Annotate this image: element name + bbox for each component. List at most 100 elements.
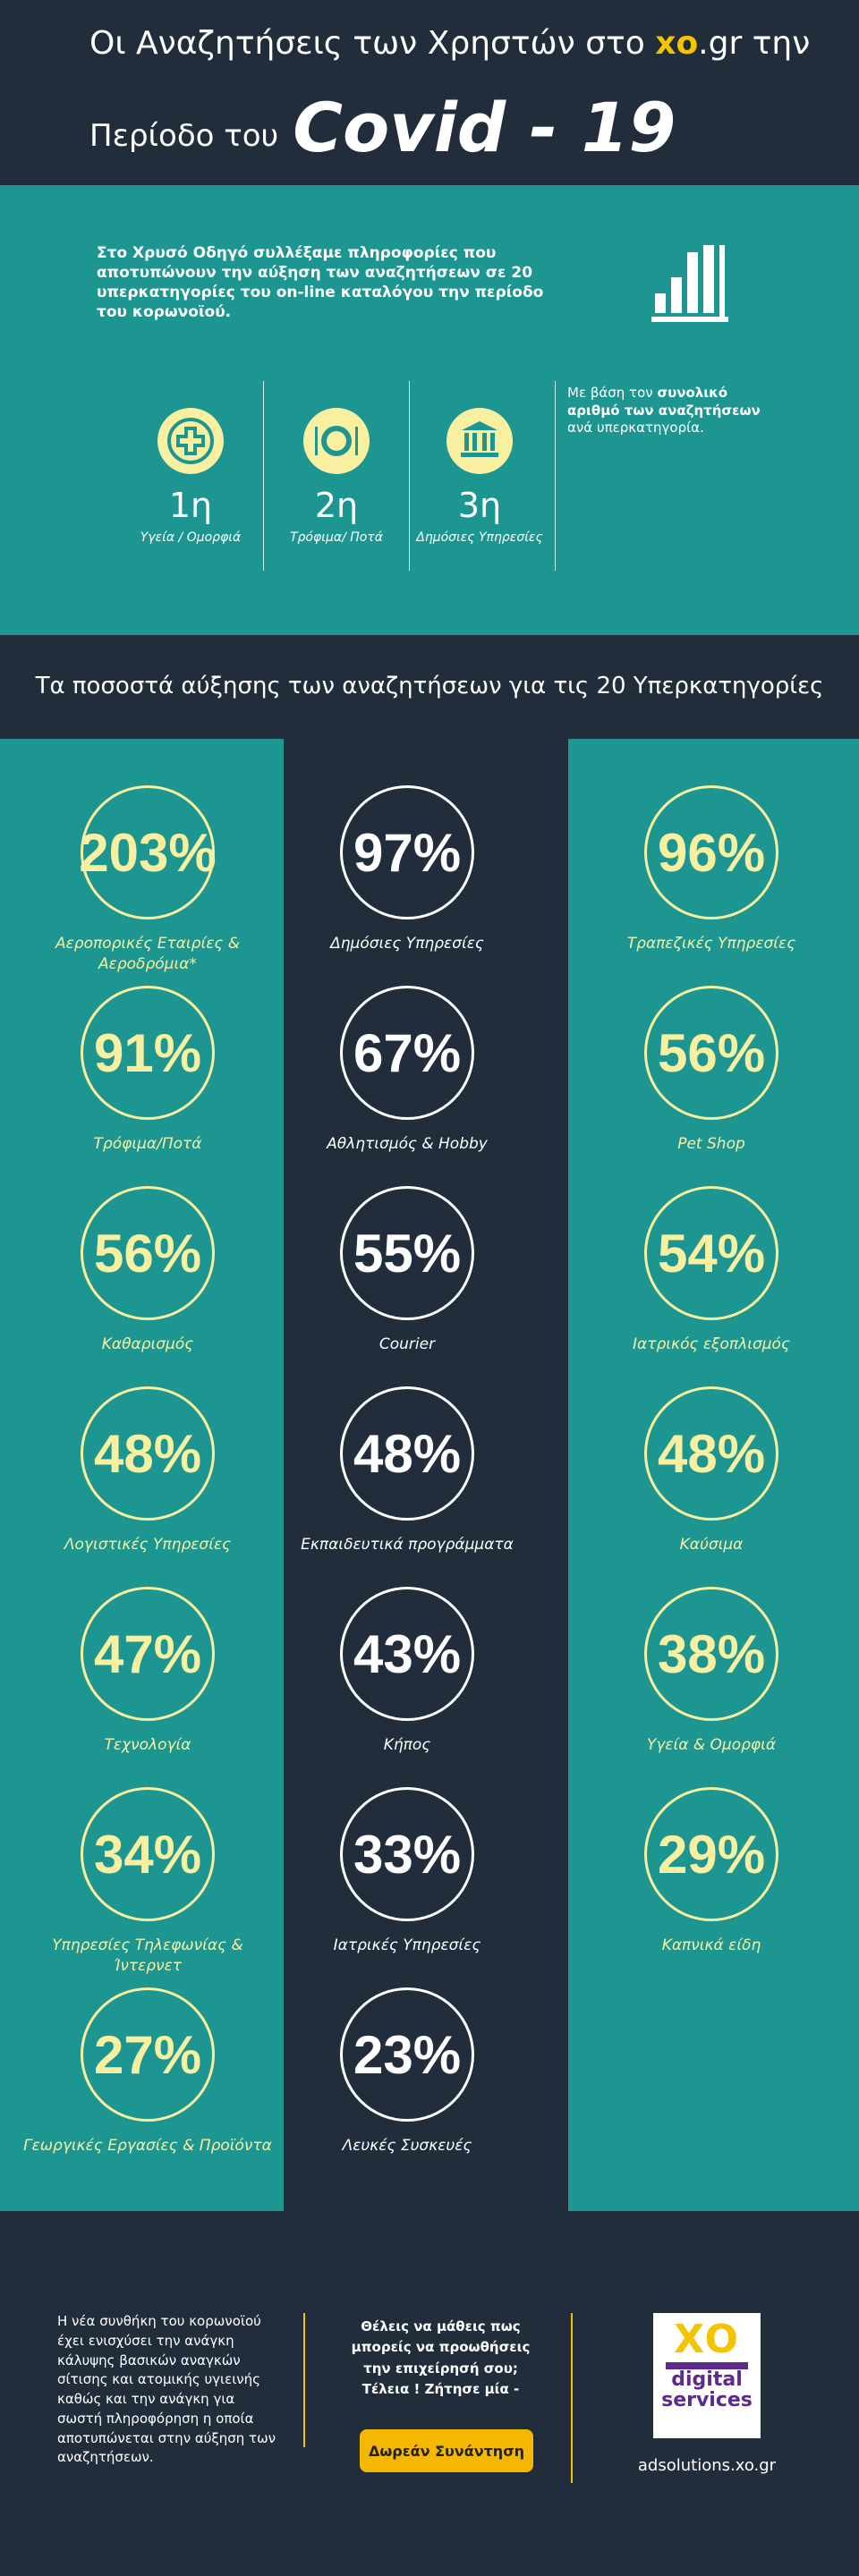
stat-label: Καπνικά είδη (661, 1936, 761, 1954)
intro-section (0, 185, 859, 635)
rank: 2η (314, 486, 359, 525)
stat-label: Καύσιμα (679, 1536, 744, 1554)
title-highlight: Covid - 19 (293, 88, 676, 167)
stat-item: 203% Αεροπορικές Εταιρίες & Αεροδρόμια* (22, 785, 273, 975)
stat-item: 48% Καύσιμα (586, 1386, 837, 1555)
stat-value: 29% (644, 1787, 778, 1921)
title-line-2: Περίοδο του Covid - 19 (89, 82, 676, 167)
stat-item: 97% Δημόσιες Υπηρεσίες (282, 785, 532, 954)
stat-value: 56% (81, 1186, 215, 1320)
stat-value: 56% (644, 986, 778, 1120)
title-line-1: Οι Αναζητήσεις των Χρηστών στο xo.gr την (89, 25, 810, 62)
note: Με βάση τον συνολικό αριθμό των αναζητήσ… (567, 385, 773, 437)
divider (555, 381, 556, 571)
meeting-button[interactable]: Δωρεάν Συνάντηση (360, 2429, 533, 2472)
stat-item: 54% Ιατρικός εξοπλισμός (586, 1186, 837, 1355)
logo-mark: XO (674, 2317, 740, 2362)
stat-item: 55% Courier (282, 1186, 532, 1355)
stat-label: Γεωργικές Εργασίες & Προϊόντα (23, 2137, 272, 2155)
stat-item: 48% Λογιστικές Υπηρεσίες (22, 1386, 273, 1555)
title-text: .gr την (698, 25, 811, 62)
rank: 3η (457, 486, 502, 525)
stat-value: 91% (81, 986, 215, 1120)
stat-label: Ιατρικές Υπηρεσίες (333, 1936, 481, 1954)
health-icon (157, 408, 224, 474)
stat-label: Λογιστικές Υπηρεσίες (64, 1536, 232, 1554)
divider (571, 2313, 573, 2483)
stat-value: 33% (340, 1787, 474, 1921)
food-icon (303, 408, 370, 474)
top-item: 1η Υγεία / Ομορφιά (119, 407, 262, 545)
stat-label: Αθλητισμός & Hobby (327, 1135, 488, 1153)
stat-label: Τραπεζικές Υπηρεσίες (626, 935, 796, 953)
stat-item: 56% Καθαρισμός (22, 1186, 273, 1355)
intro-text: Στο Χρυσό Οδηγό συλλέξαμε πληροφορίες πο… (97, 244, 544, 322)
stat-value: 27% (81, 1987, 215, 2122)
rank-label: Τρόφιμα/ Ποτά (289, 530, 384, 545)
stat-label: Αεροπορικές Εταιρίες & Αεροδρόμια* (55, 935, 241, 973)
stat-value: 47% (81, 1587, 215, 1721)
rank-label: Δημόσιες Υπηρεσίες (416, 530, 543, 545)
top-item: 2η Τρόφιμα/ Ποτά (265, 407, 408, 545)
brand: xo (655, 25, 699, 62)
stat-label: Courier (378, 1335, 436, 1353)
note-text: Με βάση τον (567, 385, 653, 401)
rank-label: Υγεία / Ομορφιά (140, 530, 242, 545)
stat-value: 96% (644, 785, 778, 919)
stat-item: 29% Καπνικά είδη (586, 1787, 837, 1956)
stat-value: 48% (340, 1386, 474, 1521)
stat-value: 48% (81, 1386, 215, 1521)
stat-value: 203% (79, 785, 217, 919)
cta-text: Θέλεις να μάθεις πως μπορείς να προωθήσε… (351, 2318, 531, 2397)
header (0, 0, 859, 185)
section-title: Τα ποσοστά αύξησης των αναζητήσεων για τ… (35, 673, 824, 699)
url[interactable]: adsolutions.xo.gr (637, 2456, 777, 2475)
divider (409, 381, 410, 571)
logo-bar (666, 2362, 748, 2369)
logo: XO digital services (653, 2313, 761, 2438)
stat-value: 97% (340, 785, 474, 919)
title-text: Οι Αναζητήσεις των Χρηστών στο (89, 25, 645, 62)
top-item: 3η Δημόσιες Υπηρεσίες (408, 407, 551, 545)
footer-text: Η νέα συνθήκη του κορωνοϊού έχει ενισχύσ… (57, 2313, 276, 2466)
stat-item: 34% Υπηρεσίες Τηλεφωνίας & Ίντερνετ (22, 1787, 273, 1977)
stat-item: 67% Αθλητισμός & Hobby (282, 986, 532, 1155)
stat-label: Δημόσιες Υπηρεσίες (330, 935, 484, 953)
logo-text: digital (671, 2368, 743, 2391)
stat-item: 96% Τραπεζικές Υπηρεσίες (586, 785, 837, 954)
divider (303, 2313, 305, 2447)
logo-text: services (661, 2389, 753, 2412)
stat-label: Λευκές Συσκευές (342, 2137, 472, 2155)
stat-label: Τεχνολογία (104, 1736, 191, 1754)
stat-label: Εκπαιδευτικά προγράμματα (301, 1536, 514, 1554)
divider (263, 381, 264, 571)
public-icon (447, 408, 513, 474)
stat-label: Κήπος (383, 1736, 431, 1754)
stat-value: 38% (644, 1587, 778, 1721)
stat-item: 43% Κήπος (282, 1587, 532, 1756)
stat-value: 67% (340, 986, 474, 1120)
stat-item: 56% Pet Shop (586, 986, 837, 1155)
stat-label: Καθαρισμός (101, 1335, 194, 1353)
stat-item: 33% Ιατρικές Υπηρεσίες (282, 1787, 532, 1956)
note-bold: συνολικό αριθμό των αναζητήσεων (567, 385, 761, 419)
stat-item: 47% Τεχνολογία (22, 1587, 273, 1756)
stat-item: 27% Γεωργικές Εργασίες & Προϊόντα (22, 1987, 273, 2157)
stat-item: 38% Υγεία & Ομορφιά (586, 1587, 837, 1756)
stat-value: 23% (340, 1987, 474, 2122)
stat-label: Τρόφιμα/Ποτά (93, 1135, 202, 1153)
stat-item: 91% Τρόφιμα/Ποτά (22, 986, 273, 1155)
stat-item: 48% Εκπαιδευτικά προγράμματα (282, 1386, 532, 1555)
note-text: ανά υπερκατηγορία. (567, 419, 704, 436)
title-text: Περίοδο του (89, 118, 279, 154)
stat-value: 55% (340, 1186, 474, 1320)
rank: 1η (168, 486, 213, 525)
stat-label: Ιατρικός εξοπλισμός (633, 1335, 790, 1353)
chart-icon (651, 245, 728, 322)
stat-value: 48% (644, 1386, 778, 1521)
stat-label: Υγεία & Ομορφιά (646, 1736, 777, 1754)
stat-label: Pet Shop (677, 1135, 745, 1153)
stat-value: 54% (644, 1186, 778, 1320)
stat-label: Υπηρεσίες Τηλεφωνίας & Ίντερνετ (52, 1936, 243, 1975)
